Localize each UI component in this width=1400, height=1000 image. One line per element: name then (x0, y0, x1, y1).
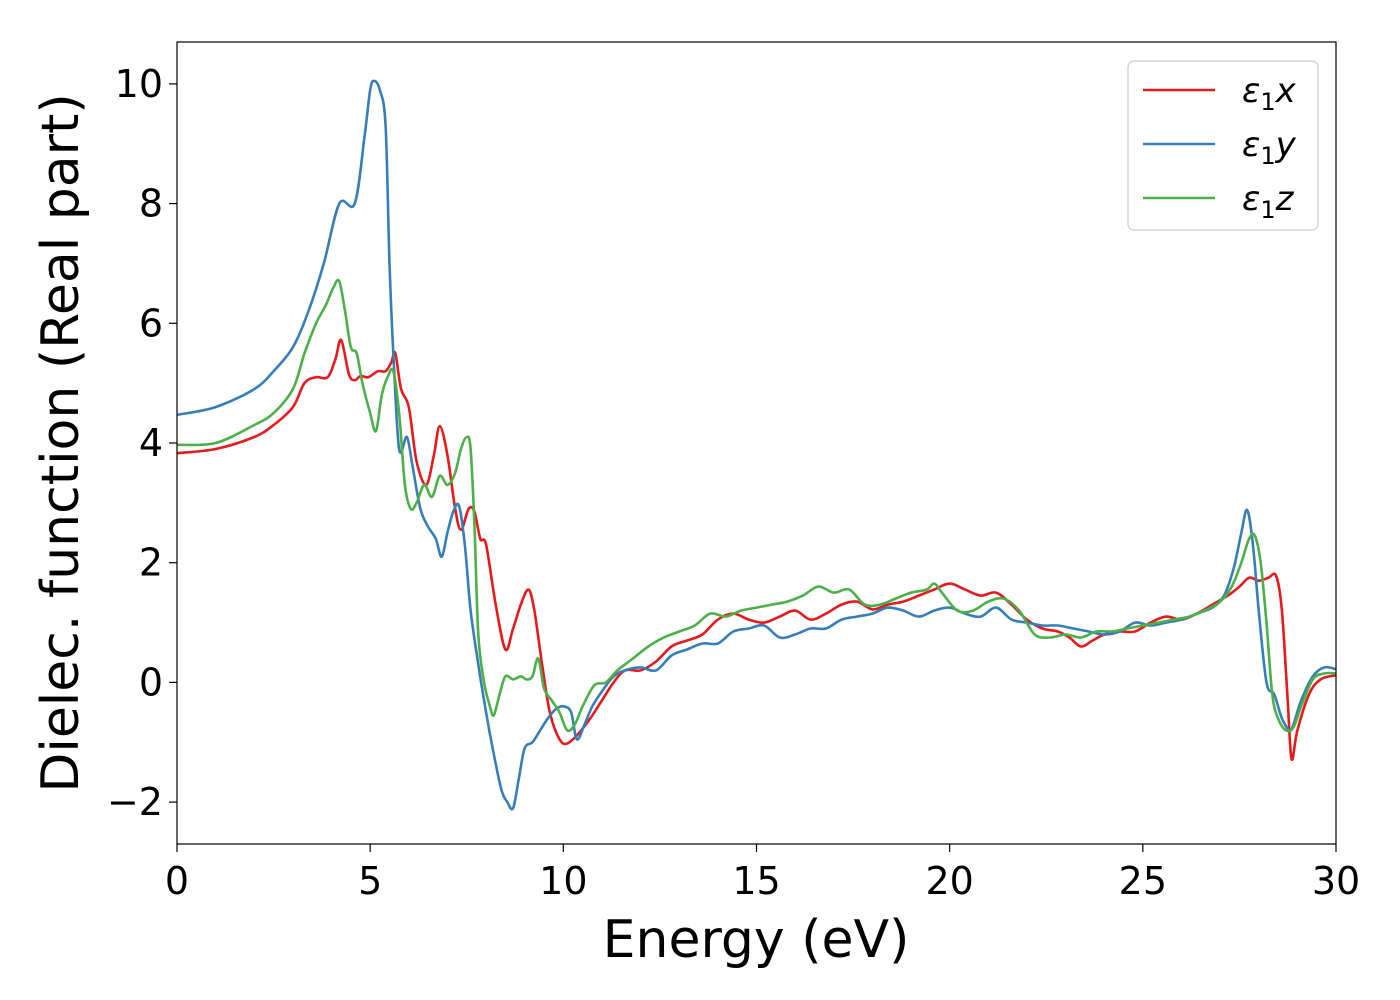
y-tick-label: 8 (139, 182, 163, 226)
x-tick-label: 0 (165, 859, 189, 903)
series-line-x (177, 338, 1336, 761)
x-tick-label: 30 (1312, 859, 1360, 903)
x-tick-label: 20 (925, 859, 973, 903)
y-tick-label: 10 (115, 62, 163, 106)
x-axis-label: Energy (eV) (603, 910, 910, 970)
legend-label-y: ε1y (1242, 125, 1297, 170)
legend: ε1x ε1y ε1z (1127, 60, 1319, 231)
x-tick-label: 5 (358, 859, 382, 903)
y-tick-label: −2 (107, 780, 163, 824)
legend-label-z: ε1z (1242, 179, 1295, 224)
y-axis-label: Dielec. function (Real part) (31, 93, 91, 792)
series-lines (177, 79, 1336, 811)
x-tick-label: 25 (1119, 859, 1167, 903)
y-axis: −2 0 2 4 6 8 10 (107, 62, 177, 824)
y-tick-label: 4 (139, 421, 163, 465)
series-line-z (177, 278, 1336, 733)
y-tick-label: 2 (139, 541, 163, 585)
x-tick-label: 15 (732, 859, 780, 903)
y-tick-label: 0 (139, 660, 163, 704)
x-tick-label: 10 (539, 859, 587, 903)
legend-box (1127, 60, 1319, 231)
y-tick-label: 6 (139, 301, 163, 345)
x-axis: 0 5 10 15 20 25 30 (165, 844, 1360, 903)
legend-label-x: ε1x (1242, 71, 1297, 116)
